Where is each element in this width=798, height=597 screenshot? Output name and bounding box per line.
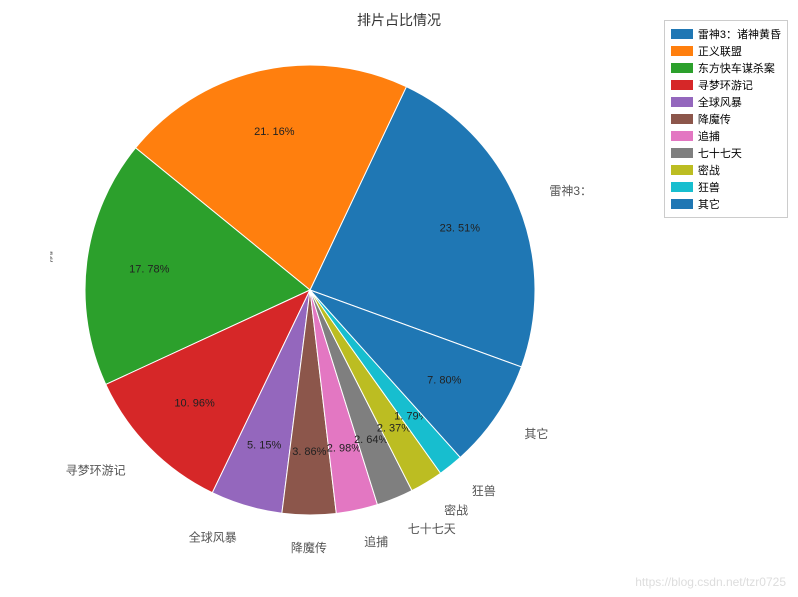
pct-label: 3. 86% bbox=[292, 446, 326, 458]
legend-swatch bbox=[671, 148, 693, 158]
legend-item: 东方快车谋杀案 bbox=[671, 60, 781, 76]
legend-label: 东方快车谋杀案 bbox=[698, 60, 775, 76]
slice-label: 东方快车谋杀案 bbox=[50, 249, 53, 264]
legend-label: 寻梦环游记 bbox=[698, 77, 753, 93]
slice-label: 雷神3：诸神黄昏 bbox=[549, 184, 590, 198]
legend-item: 七十七天 bbox=[671, 145, 781, 161]
legend-item: 追捕 bbox=[671, 128, 781, 144]
pct-label: 5. 15% bbox=[247, 439, 281, 451]
legend-swatch bbox=[671, 97, 693, 107]
pct-label: 23. 51% bbox=[440, 222, 481, 234]
pct-label: 2. 64% bbox=[354, 434, 388, 446]
slice-label: 狂兽 bbox=[472, 484, 496, 498]
legend-label: 其它 bbox=[698, 196, 720, 212]
chart-title: 排片占比情况 bbox=[357, 10, 441, 30]
pct-label: 21. 16% bbox=[254, 126, 295, 138]
legend-label: 密战 bbox=[698, 162, 720, 178]
slice-label: 寻梦环游记 bbox=[66, 464, 126, 478]
legend-label: 正义联盟 bbox=[698, 43, 742, 59]
legend-swatch bbox=[671, 131, 693, 141]
legend-swatch bbox=[671, 63, 693, 73]
pct-label: 17. 78% bbox=[129, 264, 170, 276]
legend-item: 密战 bbox=[671, 162, 781, 178]
legend-label: 降魔传 bbox=[698, 111, 731, 127]
legend-swatch bbox=[671, 29, 693, 39]
legend-swatch bbox=[671, 165, 693, 175]
slice-label: 七十七天 bbox=[408, 522, 456, 536]
legend-swatch bbox=[671, 182, 693, 192]
legend-item: 降魔传 bbox=[671, 111, 781, 127]
legend-swatch bbox=[671, 46, 693, 56]
legend-label: 全球风暴 bbox=[698, 94, 742, 110]
legend-item: 狂兽 bbox=[671, 179, 781, 195]
legend-item: 其它 bbox=[671, 196, 781, 212]
pie-chart: 23. 51%雷神3：诸神黄昏21. 16%正义联盟17. 78%东方快车谋杀案… bbox=[50, 50, 590, 570]
legend-label: 七十七天 bbox=[698, 145, 742, 161]
legend-swatch bbox=[671, 199, 693, 209]
legend-label: 雷神3：诸神黄昏 bbox=[698, 26, 781, 42]
slice-label: 密战 bbox=[444, 502, 468, 517]
legend-swatch bbox=[671, 80, 693, 90]
legend-label: 狂兽 bbox=[698, 179, 720, 195]
slice-label: 其它 bbox=[524, 426, 548, 441]
legend-item: 正义联盟 bbox=[671, 43, 781, 59]
pct-label: 10. 96% bbox=[174, 398, 215, 410]
legend-swatch bbox=[671, 114, 693, 124]
legend-item: 全球风暴 bbox=[671, 94, 781, 110]
chart-container: 排片占比情况 23. 51% 雷神3：诸神黄昏 21. 16% 正义联盟 17. 78%… bbox=[0, 0, 798, 597]
slice-label: 降魔传 bbox=[291, 540, 327, 555]
legend: 雷神3：诸神黄昏正义联盟东方快车谋杀案寻梦环游记全球风暴降魔传追捕七十七天密战狂… bbox=[664, 20, 788, 218]
legend-label: 追捕 bbox=[698, 128, 720, 144]
legend-item: 雷神3：诸神黄昏 bbox=[671, 26, 781, 42]
slice-label: 追捕 bbox=[364, 534, 388, 549]
legend-item: 寻梦环游记 bbox=[671, 77, 781, 93]
slice-label: 全球风暴 bbox=[189, 529, 237, 544]
watermark: https://blog.csdn.net/tzr0725 bbox=[635, 575, 786, 589]
pct-label: 7. 80% bbox=[427, 375, 461, 387]
